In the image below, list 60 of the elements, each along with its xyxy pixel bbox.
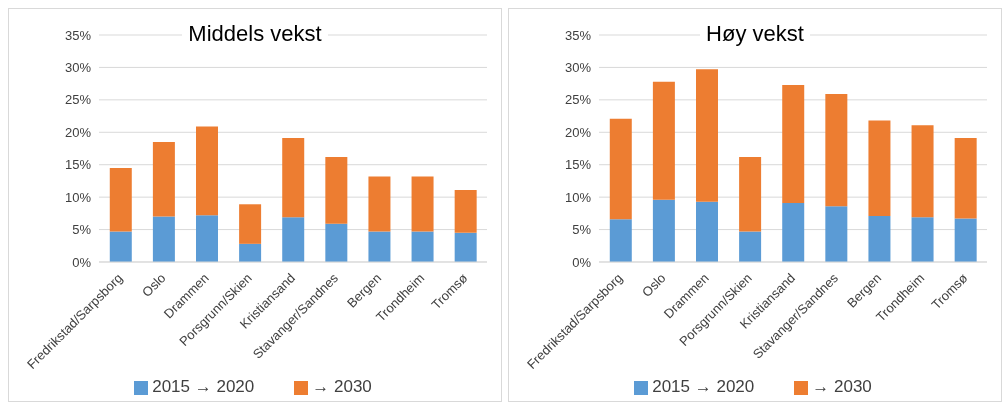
bar — [239, 243, 262, 262]
bar — [282, 217, 305, 262]
y-tick-label: 30% — [64, 60, 92, 76]
y-tick-label: 0% — [572, 254, 592, 270]
y-tick-label: 35% — [64, 27, 92, 43]
x-tick-label: Oslo — [639, 270, 669, 300]
bar — [739, 231, 762, 262]
bar — [152, 142, 175, 217]
bar — [325, 223, 348, 262]
bar — [368, 176, 391, 232]
bar — [825, 94, 848, 207]
bar — [411, 176, 434, 232]
bar — [868, 120, 891, 216]
bar — [954, 218, 977, 262]
bar — [911, 125, 934, 218]
y-tick-label: 0% — [72, 254, 92, 270]
y-tick-label: 10% — [64, 189, 92, 205]
y-tick-label: 15% — [564, 157, 592, 173]
bar — [325, 156, 348, 224]
y-tick-label: 20% — [64, 124, 92, 140]
bar — [109, 167, 132, 232]
bar — [825, 206, 848, 262]
y-tick-label: 35% — [564, 27, 592, 43]
bar — [152, 216, 175, 262]
bar — [652, 81, 675, 200]
legend-label: 2015 → 2020 — [152, 377, 255, 396]
bar — [282, 138, 305, 218]
legend-label: → 2030 — [312, 377, 372, 396]
bar — [609, 118, 632, 220]
bar — [739, 156, 762, 232]
bar — [196, 215, 218, 262]
y-tick-label: 5% — [572, 222, 592, 238]
legend-label: 2015 → 2020 — [652, 377, 755, 396]
bar — [782, 84, 805, 203]
bar — [411, 231, 434, 262]
y-tick-label: 20% — [564, 124, 592, 140]
bar — [454, 232, 477, 262]
y-tick-label: 10% — [564, 189, 592, 205]
bar — [696, 201, 718, 262]
bar — [868, 215, 891, 262]
y-tick-label: 5% — [72, 222, 92, 238]
y-tick-label: 25% — [564, 92, 592, 108]
bar — [652, 199, 675, 262]
chart-title: Høy vekst — [700, 21, 810, 46]
bar — [368, 231, 391, 262]
y-tick-label: 25% — [64, 92, 92, 108]
chart-title: Middels vekst — [182, 21, 328, 46]
bar — [109, 231, 132, 262]
x-tick-label: Oslo — [139, 270, 169, 300]
bar — [196, 126, 218, 216]
bar — [239, 204, 262, 244]
y-tick-label: 15% — [64, 157, 92, 173]
y-tick-label: 30% — [564, 60, 592, 76]
bar — [911, 217, 934, 262]
bar — [609, 219, 632, 262]
bar — [954, 138, 977, 219]
legend-label: → 2030 — [812, 377, 872, 396]
bar — [782, 202, 805, 262]
bar — [696, 69, 718, 202]
bar — [454, 190, 477, 233]
